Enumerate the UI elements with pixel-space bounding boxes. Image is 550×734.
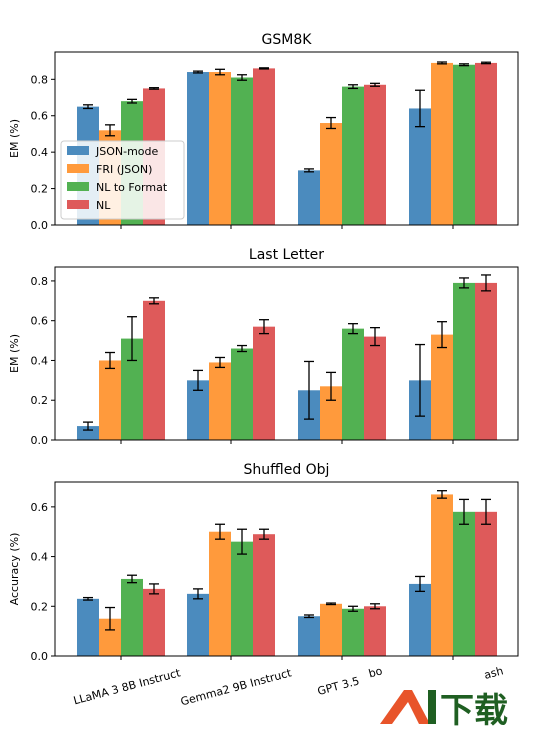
y-tick-label: 0.4 [31, 354, 49, 367]
bar [475, 282, 497, 440]
bar [209, 362, 231, 440]
y-tick-label: 0.2 [31, 183, 49, 196]
axes-frame [54, 481, 519, 657]
bar [364, 606, 386, 656]
bar [143, 588, 165, 656]
y-tick-label: 0.2 [31, 600, 49, 613]
x-tick-label-gemma: Gemma2 9B Instruct [179, 666, 293, 708]
axes-frame [54, 266, 519, 441]
bar [121, 338, 143, 440]
bar [99, 360, 121, 440]
legend-label: NL to Format [96, 181, 168, 194]
y-tick-label: 0.8 [31, 275, 49, 288]
bar [298, 616, 320, 656]
watermark-i-icon [428, 690, 436, 724]
bar [231, 348, 253, 440]
y-tick-label: 0.0 [31, 219, 49, 232]
chart-title: Shuffled Obj [244, 462, 330, 478]
y-axis-label: Accuracy (%) [8, 533, 21, 606]
bar [453, 282, 475, 440]
bar [431, 334, 453, 440]
y-tick-label: 0.6 [31, 501, 49, 514]
bar [231, 541, 253, 656]
legend-swatch [67, 200, 89, 209]
bar [187, 72, 209, 225]
bar [364, 84, 386, 225]
y-tick-label: 0.4 [31, 551, 49, 564]
chart-panel-3: Shuffled Obj 0.0 0.2 0.4 0.6 Accuracy (%) [8, 462, 519, 663]
x-tick-label-llama: LLaMA 3 8B Instruct [72, 666, 182, 707]
bar [431, 494, 453, 656]
bar [231, 77, 253, 225]
chart-title: Last Letter [249, 247, 324, 263]
y-axis-label: EM (%) [8, 334, 21, 373]
bar [187, 380, 209, 440]
legend-swatch [67, 182, 89, 191]
legend: JSON-mode FRI (JSON) NL to Format NL [60, 140, 185, 220]
bar [409, 583, 431, 656]
y-axis-label: EM (%) [8, 119, 21, 158]
watermark-text-icon: 下载 [440, 691, 508, 731]
chart-panel-1: GSM8K 0.0 0.2 0.4 0.6 0.8 EM (%) JSON-mode FRI (… [8, 32, 519, 232]
bar [209, 72, 231, 225]
bar [320, 603, 342, 656]
bar [99, 618, 121, 656]
legend-label: NL [96, 199, 111, 212]
bar [453, 511, 475, 656]
bar [320, 123, 342, 225]
bar [298, 170, 320, 225]
bar [209, 531, 231, 656]
legend-swatch [67, 146, 89, 155]
legend-swatch [67, 164, 89, 173]
legend-label: JSON-mode [95, 145, 159, 158]
bar [77, 426, 99, 440]
y-tick-label: 0.4 [31, 146, 49, 159]
legend-box [60, 140, 185, 220]
axes-frame [54, 51, 519, 226]
x-tick-label-gemini-end: ash [483, 664, 505, 682]
bar [409, 108, 431, 225]
bar [253, 326, 275, 440]
bar [453, 64, 475, 225]
legend-label: FRI (JSON) [96, 163, 152, 176]
x-tick-label-gpt-start: GPT 3.5 [316, 674, 361, 698]
bar [143, 300, 165, 440]
y-tick-label: 0.0 [31, 650, 49, 663]
y-tick-label: 0.2 [31, 394, 49, 407]
y-tick-label: 0.6 [31, 110, 49, 123]
bar [121, 578, 143, 656]
bar [187, 593, 209, 656]
bar [364, 336, 386, 440]
bar [342, 608, 364, 656]
y-tick-label: 0.0 [31, 434, 49, 447]
bar [253, 534, 275, 656]
bar [342, 328, 364, 440]
y-tick-label: 0.8 [31, 73, 49, 86]
bar [320, 386, 342, 440]
y-tick-label: 0.6 [31, 315, 49, 328]
watermark-a-icon [380, 690, 430, 724]
bar [475, 62, 497, 225]
bar [253, 68, 275, 226]
bar [77, 598, 99, 656]
x-tick-label-gpt-end: bo [367, 664, 384, 680]
bar [342, 86, 364, 225]
watermark: 下载 [380, 690, 508, 731]
chart-panel-2: Last Letter 0.0 0.2 0.4 0.6 0.8 EM (%) [8, 247, 519, 447]
bar [475, 511, 497, 656]
bar [431, 62, 453, 225]
chart-title: GSM8K [262, 32, 313, 48]
